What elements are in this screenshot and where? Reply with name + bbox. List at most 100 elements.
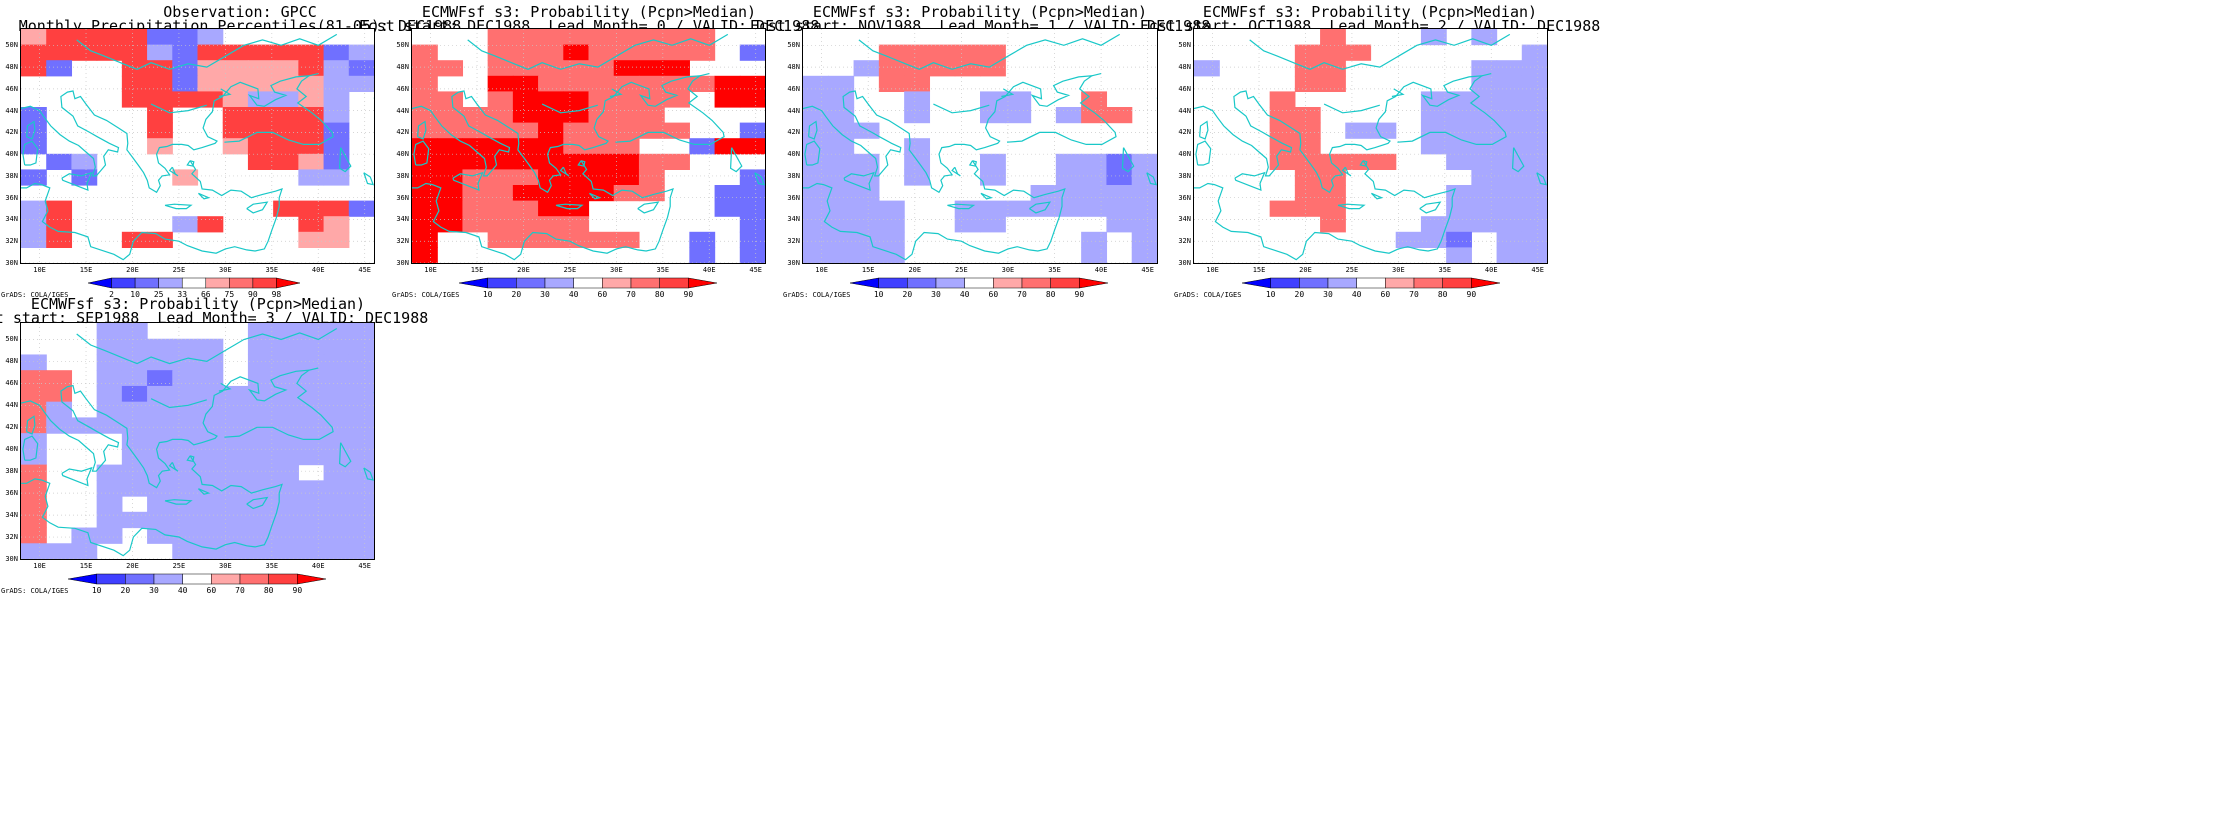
y-tick-label: 50N (5, 335, 18, 344)
colorbar-label: 20 (902, 290, 913, 299)
grid-cell (21, 527, 47, 544)
grid-cell (1471, 75, 1498, 92)
coastline (246, 201, 269, 214)
grid-cell (222, 44, 249, 61)
grid-cell (172, 60, 199, 77)
grid-cell (638, 91, 665, 108)
grid-cell (638, 107, 665, 124)
grid-cell (437, 216, 464, 233)
coastline (1234, 171, 1266, 192)
grid-cell (147, 122, 173, 139)
colorbar-segment (205, 277, 230, 289)
grid-cell (1055, 185, 1082, 202)
grid-cell (298, 433, 325, 450)
x-tick-label: 35E (265, 266, 279, 274)
panel-title-line1: ECMWFsf s3: Probability (Pcpn>Median) (421, 3, 757, 21)
grid-cell (96, 370, 123, 387)
grid-cell (512, 138, 539, 155)
grid-cell (588, 60, 615, 77)
coastline (164, 499, 193, 505)
y-tick-label: 48N (5, 63, 18, 72)
grid-cell (487, 91, 514, 108)
grid-cell (563, 138, 590, 155)
grid-cell (247, 44, 274, 61)
x-tick-label: 45E (1141, 266, 1154, 274)
grid-cell (46, 44, 73, 61)
coastline (61, 466, 93, 487)
grid-cell (412, 75, 438, 92)
colorbar (87, 277, 301, 289)
grid-cell (247, 385, 274, 403)
grid-cell (1521, 200, 1547, 217)
grid-cell (121, 385, 148, 403)
grid-cell (412, 138, 438, 155)
colorbar-segment (573, 277, 603, 289)
x-tick-label: 40E (311, 562, 325, 570)
grid-cell (739, 138, 765, 155)
grid-cell (71, 29, 98, 46)
grid-cell (273, 543, 299, 559)
grid-cell (613, 138, 640, 155)
x-tick-label: 40E (702, 266, 716, 274)
coastline (218, 88, 232, 98)
y-tick-label: 38N (5, 467, 18, 476)
grid-cell (197, 496, 224, 513)
colorbar-label: 10 (91, 586, 102, 595)
grid-cell (563, 216, 590, 233)
coastline (803, 160, 1066, 261)
grid-cell (1081, 107, 1108, 124)
y-tick-label: 48N (396, 63, 409, 72)
coastline (168, 166, 179, 177)
coastline (218, 382, 232, 392)
grid-cell (904, 44, 931, 61)
grid-cell (273, 338, 299, 356)
grid-cell (323, 417, 350, 434)
coastline (417, 120, 427, 140)
grid-cell (147, 354, 173, 371)
grid-cell (323, 480, 350, 497)
grid-cell (298, 543, 325, 559)
grid-cell (1320, 153, 1346, 170)
grid-cell (247, 417, 274, 434)
grid-cell (1471, 200, 1498, 217)
grid-cell (222, 417, 249, 434)
grid-cell (739, 247, 765, 263)
grid-cell (954, 216, 981, 233)
grid-cell (21, 464, 47, 481)
coastline (26, 120, 36, 140)
grid-cell (147, 417, 173, 434)
grid-cell (563, 231, 590, 248)
grid-cell (197, 29, 224, 46)
grid-cell (1194, 60, 1220, 77)
grid-cell (247, 75, 274, 92)
map-canvas (1194, 29, 1547, 263)
grid-cell (588, 75, 615, 92)
grid-cell (1521, 231, 1547, 248)
coastline (413, 140, 430, 166)
grid-cell (1521, 247, 1547, 263)
x-tick-label: 15E (861, 266, 875, 274)
x-tick-label: 10E (424, 266, 437, 274)
grid-cell (638, 169, 665, 186)
x-tick-label: 20E (126, 562, 139, 570)
grid-cell (1496, 231, 1523, 248)
grid-cell (512, 153, 539, 170)
grid-cell (1131, 200, 1157, 217)
grid-cell (904, 91, 931, 108)
colorbar-segment (125, 573, 155, 585)
grid-cell (172, 354, 199, 371)
grid-cell (222, 433, 249, 450)
grid-cell (273, 44, 299, 61)
colorbar-segment (935, 277, 965, 289)
grid-cell (298, 200, 325, 217)
grid-cell (348, 401, 374, 418)
grid-cell (46, 153, 73, 170)
grid-cell (689, 231, 716, 248)
colorbar-segment (630, 277, 660, 289)
grid-cell (247, 122, 274, 139)
grid-cell (273, 464, 299, 481)
grid-cell (1420, 138, 1447, 155)
grid-cell (1496, 169, 1523, 186)
grid-cell (437, 138, 464, 155)
grid-cell (147, 464, 173, 481)
